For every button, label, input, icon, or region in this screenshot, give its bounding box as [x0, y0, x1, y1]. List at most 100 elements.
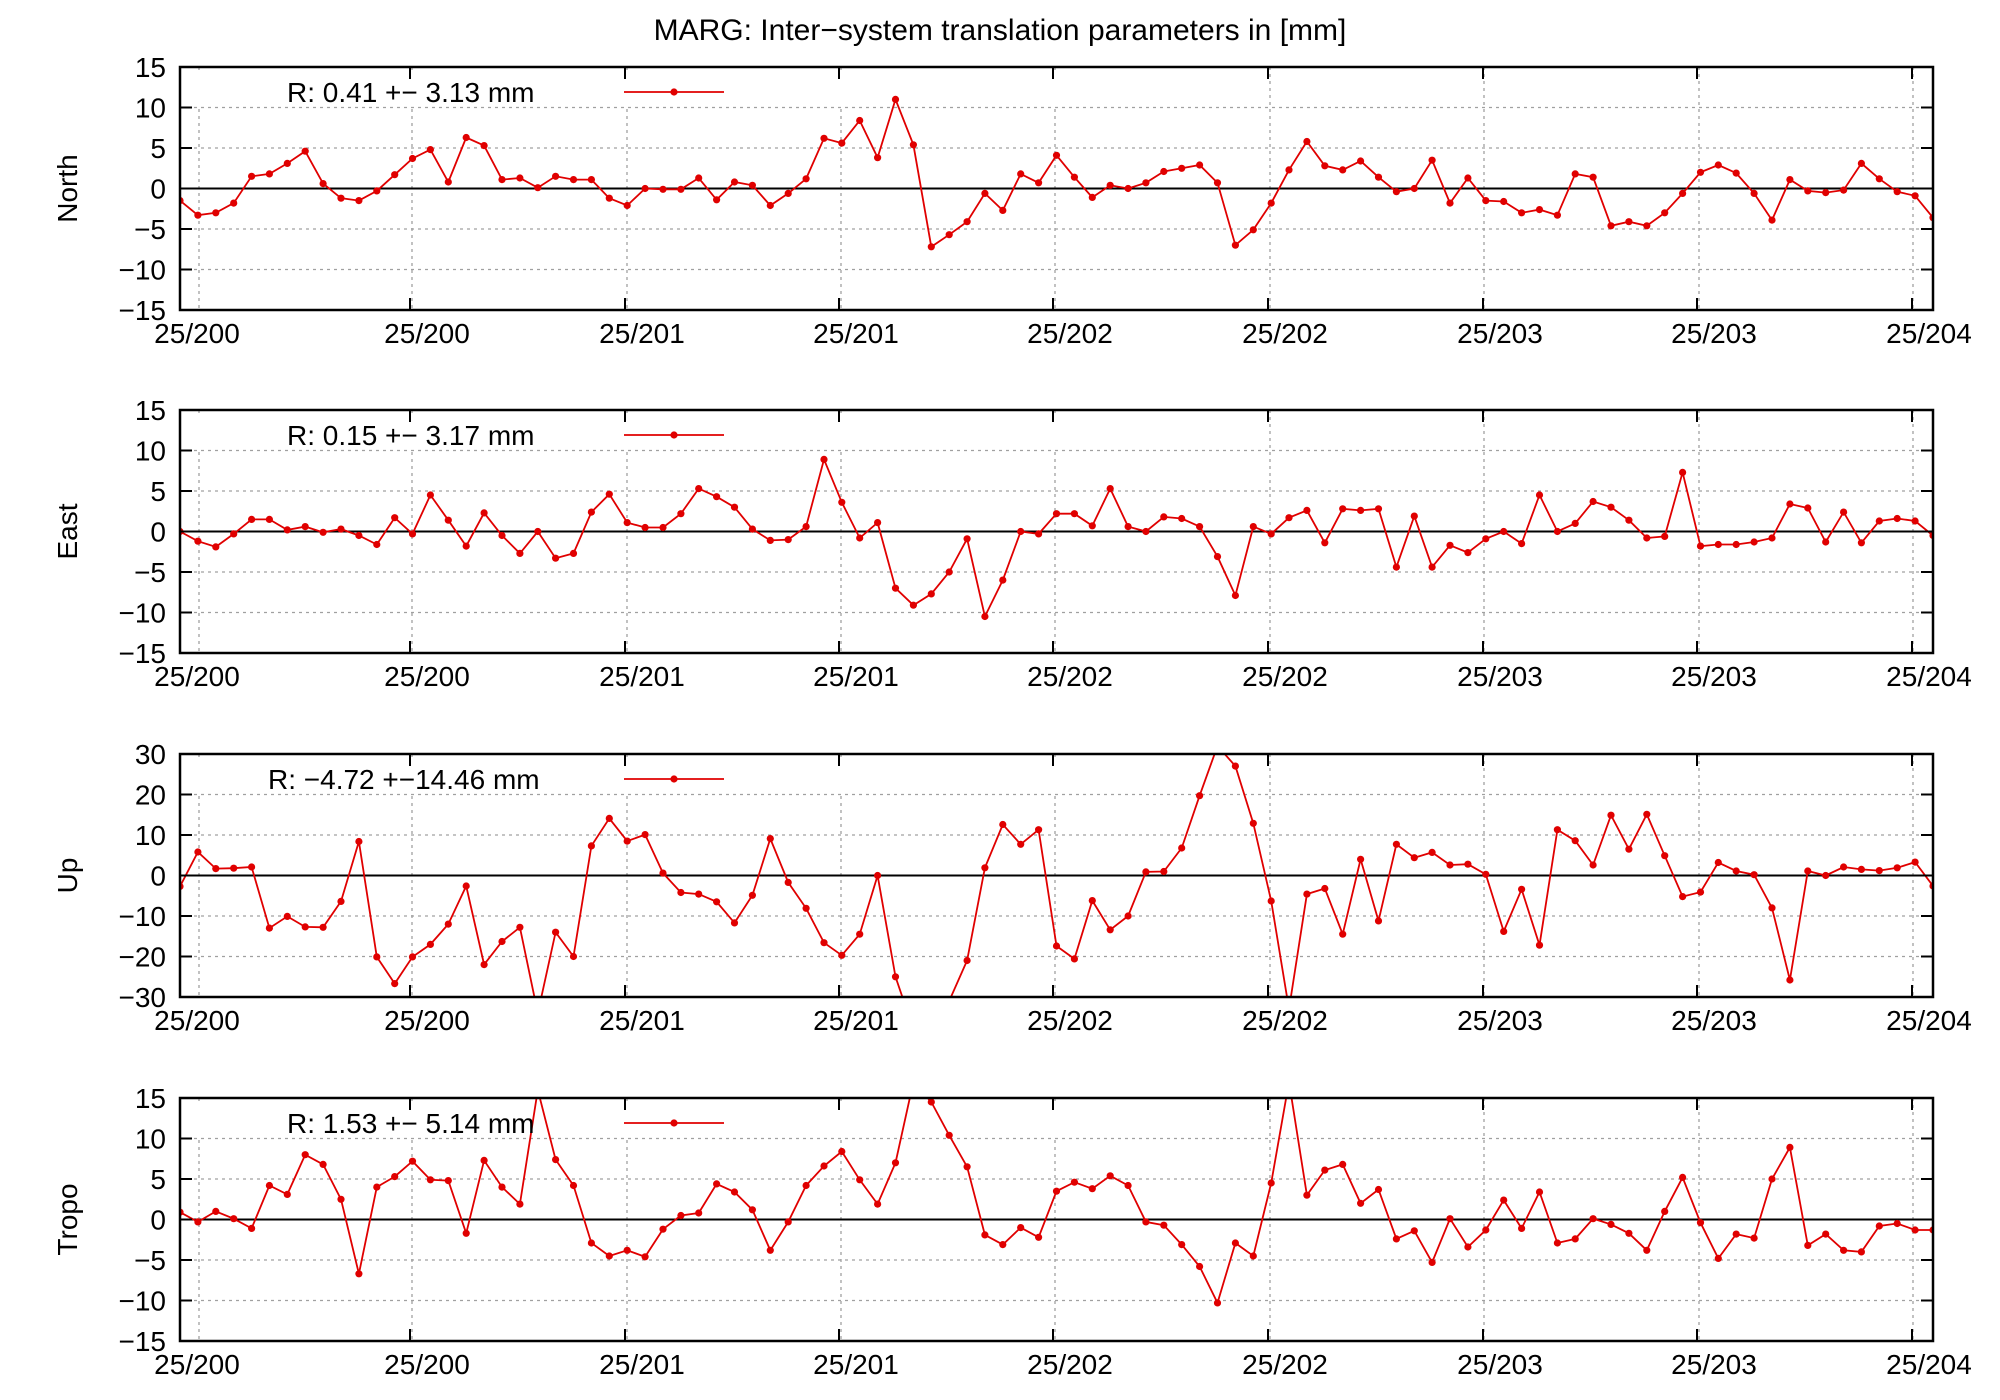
data-point	[1124, 1181, 1132, 1190]
x-tick-label: 25/204	[1886, 1005, 1972, 1036]
data-point	[1392, 1235, 1400, 1243]
data-point	[1679, 189, 1687, 197]
data-point	[301, 923, 309, 931]
data-point	[1732, 169, 1740, 177]
x-tick-label: 25/203	[1671, 661, 1757, 692]
data-point	[283, 526, 291, 534]
data-point	[1857, 539, 1865, 547]
data-point	[212, 1207, 220, 1215]
data-point	[909, 601, 918, 609]
data-point	[1231, 762, 1239, 770]
data-point	[301, 523, 309, 531]
data-point	[319, 180, 327, 188]
data-point	[1357, 506, 1365, 514]
series-line-north	[180, 96, 1933, 249]
data-point	[1571, 837, 1579, 845]
data-point	[748, 1206, 757, 1214]
legend-box	[183, 1101, 1103, 1137]
data-point	[319, 528, 327, 536]
data-point	[1410, 854, 1418, 862]
data-point	[1410, 184, 1418, 193]
x-tick-label: 25/204	[1886, 661, 1972, 692]
data-point	[337, 194, 345, 202]
data-point	[1160, 867, 1168, 876]
data-point	[713, 1180, 721, 1188]
data-point	[1804, 187, 1812, 195]
data-point	[1303, 506, 1311, 514]
data-point	[730, 503, 739, 511]
data-point	[212, 543, 220, 551]
x-tick-label: 25/203	[1457, 661, 1543, 692]
data-point	[1464, 1243, 1472, 1251]
data-point	[569, 1181, 578, 1190]
data-point	[1768, 1175, 1776, 1183]
data-point	[1500, 527, 1508, 536]
data-point	[408, 1157, 417, 1165]
y-tick-label: −30	[119, 982, 167, 1013]
data-point	[1285, 166, 1293, 174]
data-point	[1070, 1178, 1078, 1186]
data-point	[1804, 867, 1812, 875]
data-point	[1589, 861, 1597, 869]
x-tick-label: 25/202	[1242, 1349, 1328, 1380]
data-point	[891, 1159, 900, 1167]
y-tick-label: 5	[150, 133, 166, 164]
data-point	[1374, 1185, 1383, 1194]
data-point	[766, 1246, 774, 1254]
data-point	[230, 530, 238, 538]
data-point	[355, 531, 363, 540]
data-point	[695, 174, 703, 182]
data-point	[1589, 1215, 1597, 1223]
data-point	[212, 865, 220, 873]
data-point	[1267, 199, 1275, 207]
data-point	[534, 184, 542, 192]
data-point	[1679, 468, 1687, 476]
data-point	[1231, 591, 1239, 600]
data-point	[319, 1160, 327, 1168]
legend-box	[183, 413, 1103, 449]
data-point	[1410, 512, 1418, 520]
y-tick-label: −5	[134, 557, 166, 588]
x-tick-label: 25/204	[1886, 318, 1972, 349]
chart-title: MARG: Inter−system translation parameter…	[653, 14, 1347, 47]
data-point	[1357, 855, 1365, 863]
y-tick-label: 15	[135, 1083, 166, 1114]
y-tick-label: 10	[135, 436, 166, 467]
data-point	[1535, 1188, 1544, 1196]
data-point	[1679, 893, 1687, 901]
x-tick-label: 25/202	[1027, 661, 1113, 692]
data-point	[1196, 523, 1204, 531]
data-point	[1428, 563, 1436, 571]
data-point	[999, 820, 1007, 829]
data-point	[1500, 197, 1508, 206]
data-point	[426, 940, 434, 949]
data-point	[444, 920, 452, 928]
data-point	[695, 1209, 703, 1217]
data-point	[1035, 179, 1043, 187]
y-tick-label: 20	[135, 780, 166, 811]
x-tick-label: 25/200	[154, 318, 240, 349]
y-tick-label: −10	[119, 598, 167, 629]
data-point	[1196, 792, 1204, 800]
data-point	[265, 1181, 273, 1190]
data-point	[516, 1200, 524, 1208]
data-point	[552, 928, 560, 936]
data-point	[1589, 173, 1597, 181]
data-point	[1052, 510, 1061, 518]
x-tick-label: 25/202	[1027, 318, 1113, 349]
data-point	[999, 1241, 1007, 1249]
data-point	[1750, 189, 1758, 197]
data-point	[212, 209, 220, 217]
data-point	[301, 147, 309, 155]
data-point	[1661, 532, 1669, 541]
data-point	[1750, 1234, 1758, 1242]
data-point	[945, 568, 953, 576]
data-point	[248, 172, 256, 180]
data-point	[1535, 491, 1544, 499]
data-point	[534, 1010, 541, 1017]
data-point	[1446, 1215, 1454, 1223]
data-point	[1732, 540, 1740, 549]
data-point	[677, 1211, 685, 1220]
data-point	[1518, 540, 1526, 548]
